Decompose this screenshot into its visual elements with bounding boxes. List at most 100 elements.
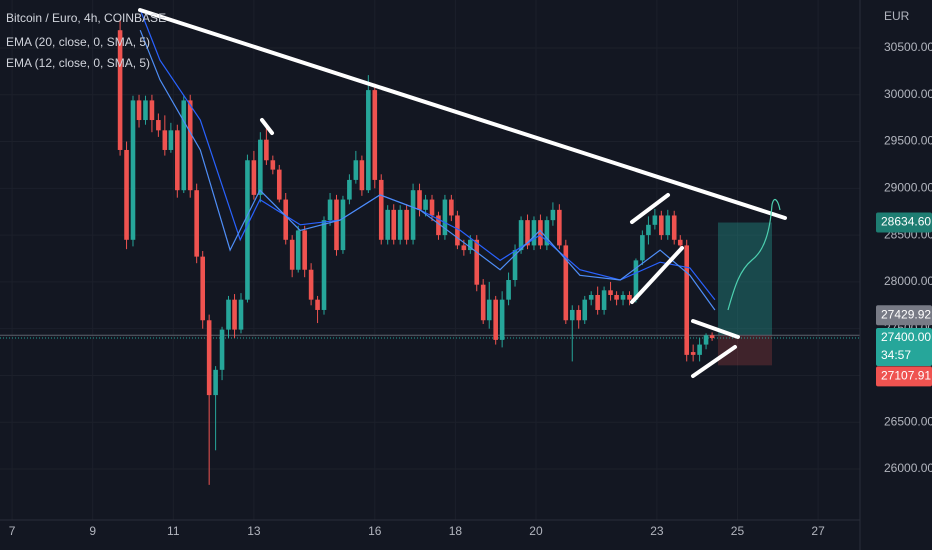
price-tag <box>876 328 932 367</box>
candle-body <box>429 199 435 216</box>
candle-body <box>404 209 409 240</box>
candle-body <box>295 230 301 270</box>
candle-body <box>206 320 212 396</box>
candle-body <box>181 100 187 191</box>
candle-body <box>289 239 295 270</box>
x-tick-label: 25 <box>731 524 745 538</box>
candle-body <box>633 260 639 300</box>
candle-body <box>646 224 651 236</box>
candle-body <box>563 245 569 321</box>
price-tag-label: 27400.00 <box>881 330 931 344</box>
candle-body <box>308 269 314 300</box>
candle-body <box>366 90 371 191</box>
y-tick-label: 28000.00 <box>884 274 932 288</box>
candle-body <box>671 215 677 240</box>
candle-body <box>518 220 524 251</box>
trendline <box>691 345 737 378</box>
candle-body <box>232 299 237 330</box>
candle-body <box>455 215 460 246</box>
candle-body <box>372 90 378 180</box>
candle-body <box>709 335 715 339</box>
candle-body <box>245 160 250 300</box>
y-tick-label: 26500.00 <box>884 414 932 428</box>
candle-body <box>187 100 193 191</box>
candle-body <box>499 299 505 340</box>
candle-body <box>238 299 244 330</box>
candle-body <box>175 130 180 191</box>
candle-body <box>423 199 428 210</box>
candle-body <box>321 220 327 310</box>
candle-body <box>582 299 588 321</box>
candle-body <box>276 169 282 200</box>
candle-body <box>690 352 696 355</box>
candle-body <box>493 299 498 340</box>
legend-entry: EMA (12, close, 0, SMA, 5) <box>6 56 150 70</box>
price-tag-label: 27429.92 <box>881 307 931 321</box>
candle-body <box>480 284 486 321</box>
candle-body <box>117 30 123 150</box>
candle-body <box>627 294 632 300</box>
x-tick-label: 7 <box>9 524 16 538</box>
price-tag <box>876 212 932 233</box>
candle-body <box>525 220 530 246</box>
candle-body <box>557 209 562 246</box>
candle-body <box>442 199 448 236</box>
currency-label: EUR <box>884 9 910 23</box>
y-tick-label: 29000.00 <box>884 181 932 195</box>
price-tag-label: 27107.91 <box>881 369 931 383</box>
candle-body <box>601 290 607 310</box>
candle-body <box>703 335 709 345</box>
candle-body <box>697 344 702 355</box>
candle-body <box>334 199 339 251</box>
candle-body <box>410 190 416 240</box>
candle-body <box>340 199 346 251</box>
candle-body <box>124 149 129 240</box>
candle-body <box>226 299 231 330</box>
candle-body <box>270 160 276 170</box>
candle-body <box>136 100 142 121</box>
candle-body <box>283 199 289 240</box>
candle-body <box>417 190 422 210</box>
x-tick-label: 16 <box>368 524 382 538</box>
stop-zone <box>718 335 772 366</box>
user-drawings <box>138 8 787 378</box>
candle-body <box>531 220 537 246</box>
x-tick-label: 27 <box>811 524 825 538</box>
candle-body <box>194 190 199 257</box>
y-tick-label: 29500.00 <box>884 134 932 148</box>
price-tag-label: 28634.60 <box>881 215 931 229</box>
x-tick-label: 23 <box>650 524 664 538</box>
x-tick-label: 13 <box>247 524 261 538</box>
candle-body <box>512 250 518 281</box>
candle-body <box>156 120 161 131</box>
candle-body <box>359 160 365 191</box>
price-tag <box>876 366 932 387</box>
candle-body <box>467 239 473 251</box>
candle-body <box>251 160 257 195</box>
x-tick-label: 11 <box>167 524 180 538</box>
candle-body <box>506 280 511 300</box>
trendline <box>138 8 787 220</box>
candle-body <box>258 139 263 195</box>
candle-body <box>588 294 594 300</box>
candle-body <box>640 235 645 261</box>
y-tick-label: 26000.00 <box>884 461 932 475</box>
candle-body <box>353 160 359 180</box>
trendline <box>260 118 274 135</box>
price-tag <box>876 305 932 326</box>
target-zone <box>718 222 772 336</box>
candle-body <box>659 215 664 236</box>
candle-body <box>544 220 550 246</box>
candle-body <box>595 294 600 310</box>
candle-body <box>538 220 543 246</box>
candle-body <box>652 215 658 225</box>
candle-body <box>474 239 480 285</box>
ema-line <box>139 29 716 311</box>
candle-body <box>143 100 148 121</box>
candle-body <box>162 130 168 150</box>
candle-body <box>213 369 218 396</box>
candle-body <box>219 329 225 370</box>
trendline <box>630 193 670 224</box>
